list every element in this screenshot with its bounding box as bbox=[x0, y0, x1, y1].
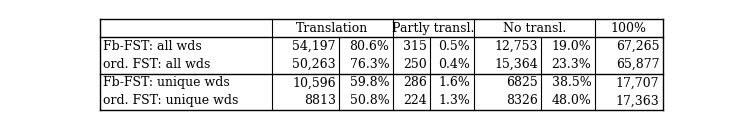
Text: Partly transl.: Partly transl. bbox=[392, 22, 475, 35]
Text: 38.5%: 38.5% bbox=[551, 76, 591, 89]
Text: 19.0%: 19.0% bbox=[551, 40, 591, 53]
Text: 250: 250 bbox=[403, 58, 427, 71]
Text: Translation: Translation bbox=[296, 22, 368, 35]
Text: 0.4%: 0.4% bbox=[438, 58, 470, 71]
Text: 0.5%: 0.5% bbox=[438, 40, 470, 53]
Text: Fb-FST: unique wds: Fb-FST: unique wds bbox=[103, 76, 230, 89]
Text: Fb-FST: all wds: Fb-FST: all wds bbox=[103, 40, 202, 53]
Text: 10,596: 10,596 bbox=[292, 76, 336, 89]
Text: 224: 224 bbox=[403, 94, 427, 107]
Text: 17,363: 17,363 bbox=[615, 94, 659, 107]
Text: 15,364: 15,364 bbox=[494, 58, 538, 71]
Text: 1.3%: 1.3% bbox=[438, 94, 470, 107]
Text: ord. FST: unique wds: ord. FST: unique wds bbox=[103, 94, 239, 107]
Text: 48.0%: 48.0% bbox=[551, 94, 591, 107]
Text: 12,753: 12,753 bbox=[495, 40, 538, 53]
Text: 23.3%: 23.3% bbox=[551, 58, 591, 71]
Text: 17,707: 17,707 bbox=[616, 76, 659, 89]
Text: 315: 315 bbox=[403, 40, 427, 53]
Text: 50.8%: 50.8% bbox=[350, 94, 389, 107]
Text: 76.3%: 76.3% bbox=[350, 58, 389, 71]
Text: 1.6%: 1.6% bbox=[438, 76, 470, 89]
Text: 80.6%: 80.6% bbox=[350, 40, 389, 53]
Text: 286: 286 bbox=[403, 76, 427, 89]
Text: 50,263: 50,263 bbox=[292, 58, 336, 71]
Text: 8326: 8326 bbox=[506, 94, 538, 107]
Text: 8813: 8813 bbox=[304, 94, 336, 107]
Text: 6825: 6825 bbox=[506, 76, 538, 89]
Text: 65,877: 65,877 bbox=[616, 58, 659, 71]
Text: ord. FST: all wds: ord. FST: all wds bbox=[103, 58, 211, 71]
Text: No transl.: No transl. bbox=[503, 22, 566, 35]
Text: 67,265: 67,265 bbox=[616, 40, 659, 53]
Text: 100%: 100% bbox=[611, 22, 647, 35]
Text: 54,197: 54,197 bbox=[292, 40, 336, 53]
Text: 59.8%: 59.8% bbox=[350, 76, 389, 89]
